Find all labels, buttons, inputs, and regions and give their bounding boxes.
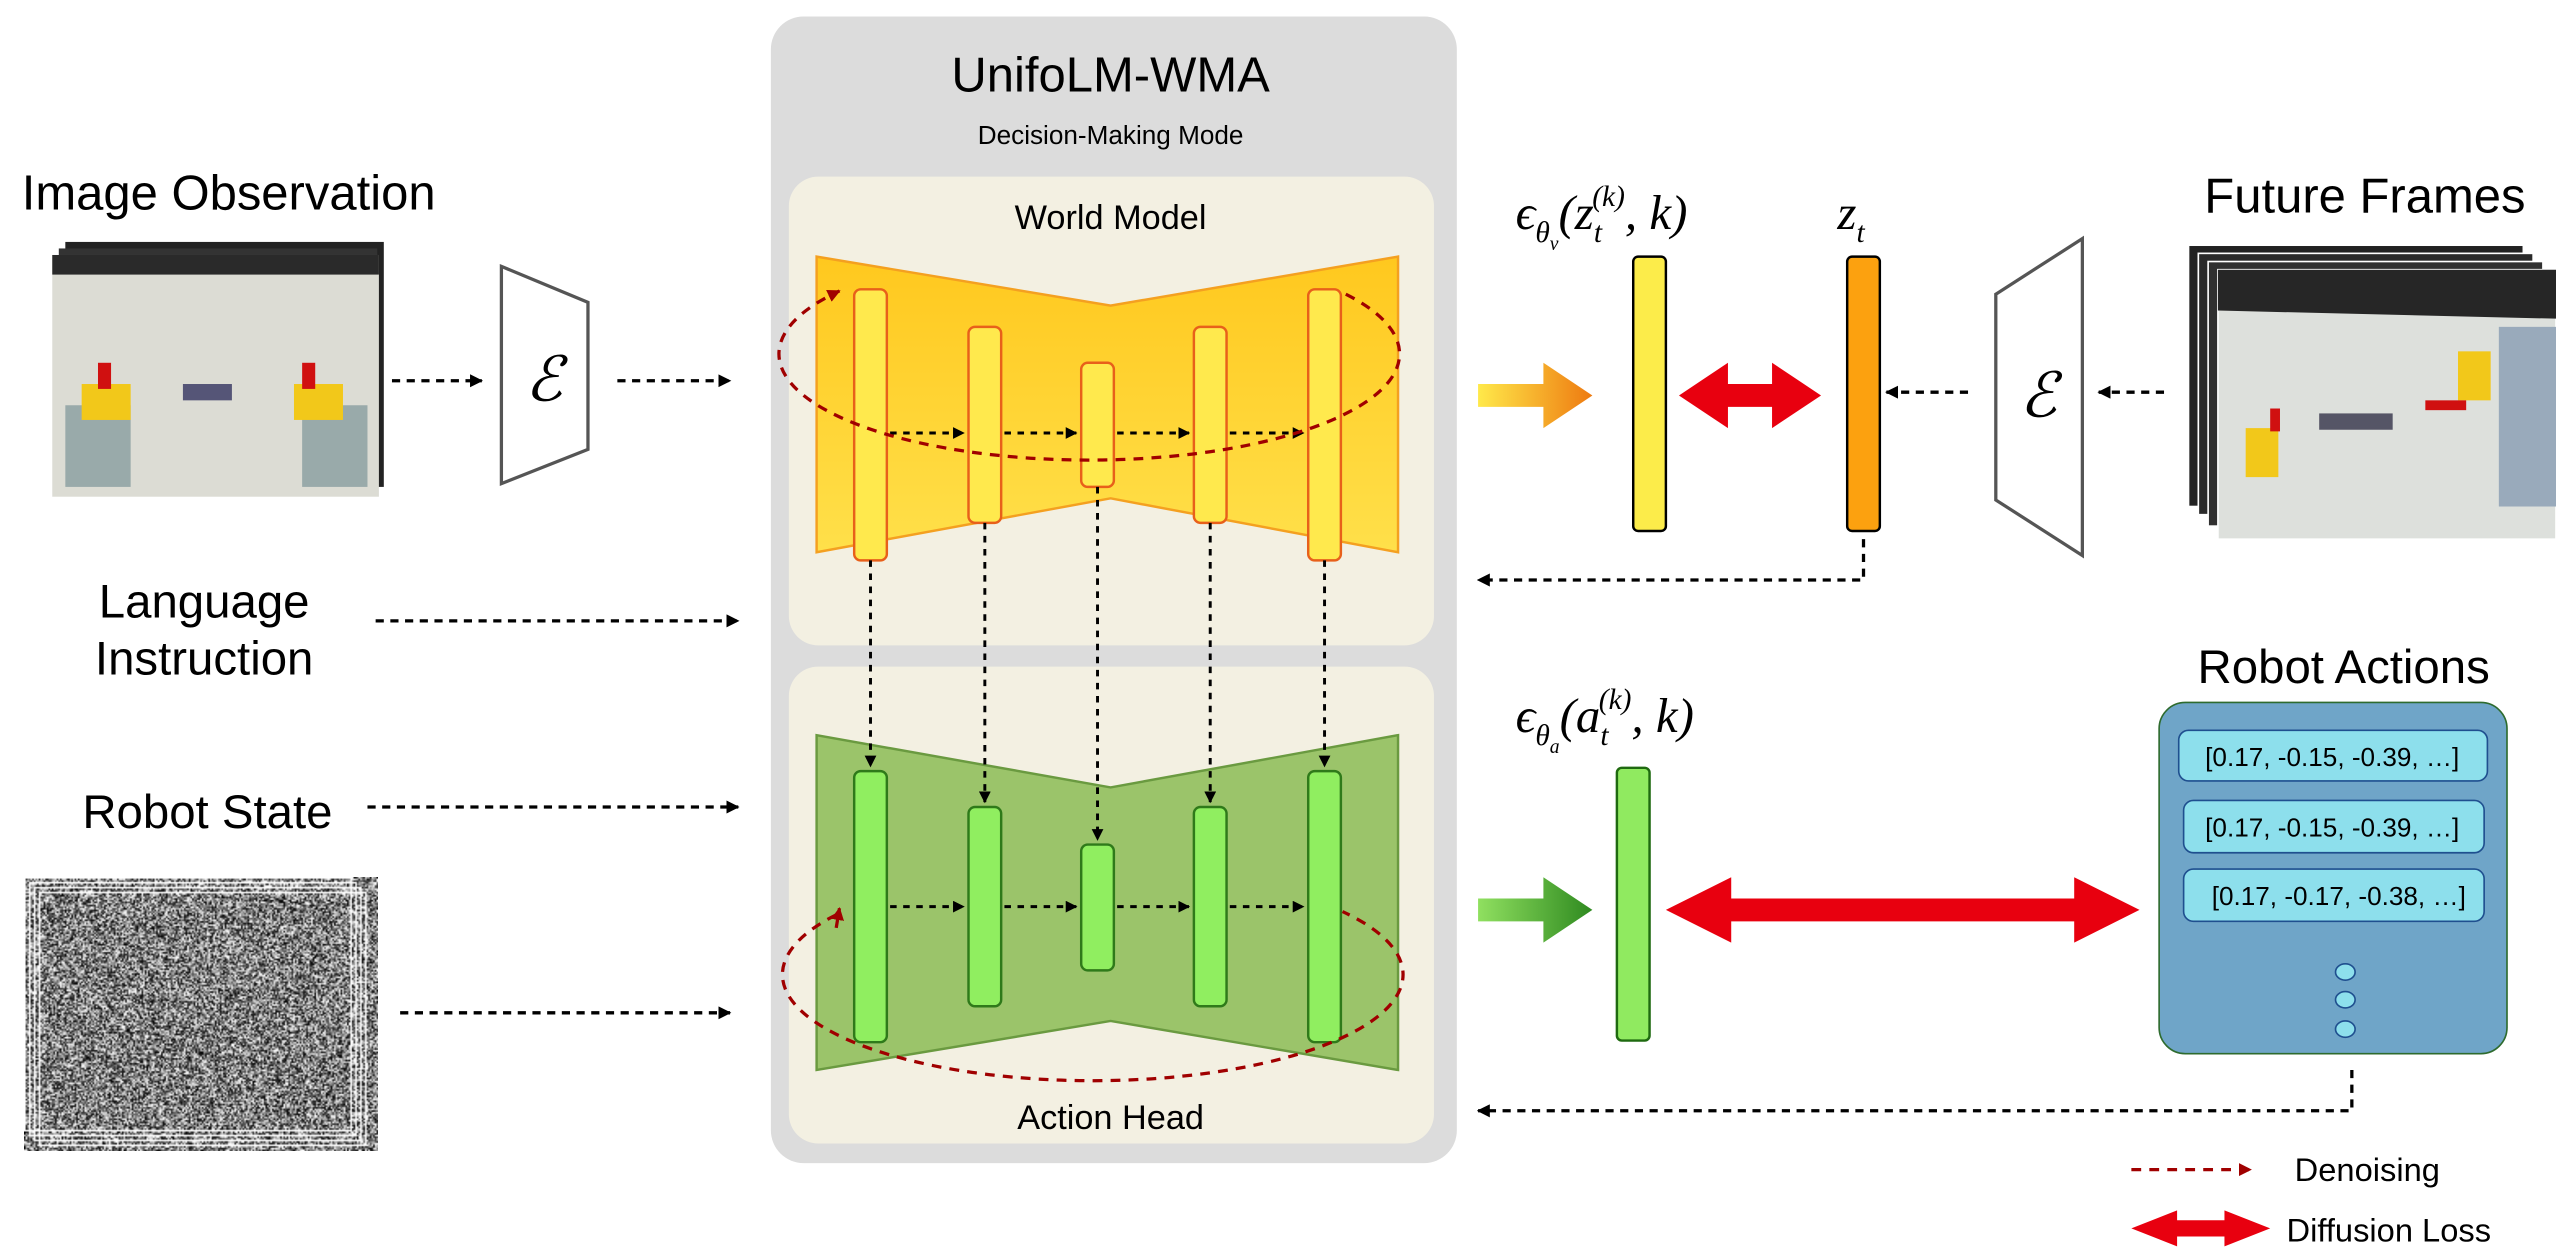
world-model-layer <box>1308 289 1341 560</box>
architecture-diagram: UnifoLM-WMA Decision-Making Mode World M… <box>0 0 2556 1258</box>
action-head-label: Action Head <box>1017 1099 1204 1137</box>
video-diffusion-loss-arrow <box>1679 363 1821 428</box>
language-instruction-label-line1: Language <box>99 576 310 629</box>
world-model-layer <box>969 327 1002 523</box>
diffusion-loss-legend-label: Diffusion Loss <box>2287 1211 2492 1248</box>
action-head-layer <box>854 771 887 1042</box>
action-head-layer <box>1308 771 1341 1042</box>
encoder-symbol: ℰ <box>525 346 568 414</box>
encoder-symbol-future: ℰ <box>2019 363 2062 431</box>
denoising-legend-label: Denoising <box>2295 1151 2440 1188</box>
robot-actions-title: Robot Actions <box>2198 641 2490 694</box>
world-model-layer <box>1194 327 1227 523</box>
image-observation-label: Image Observation <box>22 166 436 220</box>
ellipsis-dot <box>2336 1021 2356 1037</box>
action-row-text: [0.17, -0.15, -0.39, …] <box>2205 812 2459 842</box>
ellipsis-dot <box>2336 992 2356 1008</box>
world-model-label: World Model <box>1015 199 1207 237</box>
z-t-label: zt <box>1836 185 1865 249</box>
predicted-noise-bar <box>1633 257 1666 531</box>
action-head-output-arrow <box>1478 877 1592 942</box>
svg-text:ϵθa(at(k), k): ϵθa(at(k), k) <box>1516 684 1694 758</box>
svg-text:ϵθv(zt(k), k): ϵθv(zt(k), k) <box>1516 181 1688 255</box>
robot-state-label: Robot State <box>82 786 332 839</box>
world-model-output-arrow <box>1478 363 1592 428</box>
future-frames-images <box>2189 245 2556 539</box>
language-instruction-label-line2: Instruction <box>95 633 313 686</box>
eps-theta-a-label: ϵθa(at(k), k) <box>1516 684 1694 758</box>
model-title: UnifoLM-WMA <box>951 49 1270 103</box>
action-row-text: [0.17, -0.15, -0.39, …] <box>2205 742 2459 772</box>
ellipsis-dot <box>2336 964 2356 980</box>
action-diffusion-loss-arrow <box>1666 877 2140 942</box>
robot-state-noise-image <box>24 877 378 1151</box>
eps-theta-v-label: ϵθv(zt(k), k) <box>1516 181 1688 255</box>
action-head-layer <box>969 807 1002 1006</box>
svg-text:zt: zt <box>1836 185 1865 249</box>
diffusion-loss-legend-arrow <box>2131 1210 2270 1246</box>
action-row-text: [0.17, -0.17, -0.38, …] <box>2212 881 2466 911</box>
legend: Denoising Diffusion Loss <box>2131 1151 2491 1248</box>
action-head-layer <box>1081 845 1114 971</box>
model-subtitle: Decision-Making Mode <box>978 120 1244 150</box>
action-head-layer <box>1194 807 1227 1006</box>
future-frames-label: Future Frames <box>2204 170 2525 224</box>
latent-zt-bar <box>1847 257 1880 531</box>
image-observation-frames <box>52 242 384 497</box>
predicted-action-noise-bar <box>1617 768 1650 1041</box>
world-model-layer <box>1081 363 1114 487</box>
